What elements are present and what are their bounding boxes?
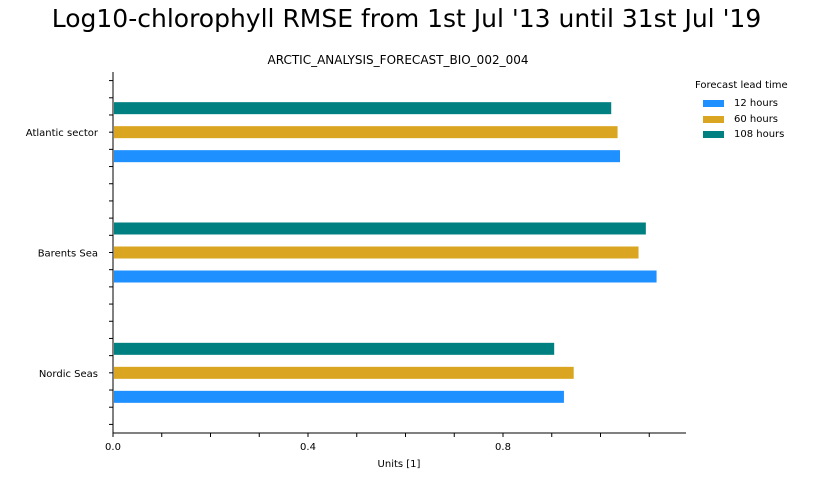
legend: Forecast lead time 12 hours 60 hours 108 h… bbox=[695, 80, 788, 143]
legend-title: Forecast lead time bbox=[695, 80, 788, 91]
bar-atlantic-sector-12-hours bbox=[114, 150, 620, 163]
bar-nordic-seas-12-hours bbox=[114, 390, 564, 403]
x-axis-label: Units [1] bbox=[378, 459, 421, 470]
bar-barents-sea-108-hours bbox=[114, 222, 646, 235]
bar-atlantic-sector-60-hours bbox=[114, 126, 618, 139]
x-tick-label: 0.0 bbox=[105, 442, 121, 453]
legend-label: 108 hours bbox=[734, 129, 785, 141]
legend-swatch bbox=[703, 131, 724, 139]
chart-subtitle: ARCTIC_ANALYSIS_FORECAST_BIO_002_004 bbox=[268, 53, 529, 67]
bar-barents-sea-12-hours bbox=[114, 270, 657, 283]
bar-atlantic-sector-108-hours bbox=[114, 102, 612, 115]
legend-label: 12 hours bbox=[734, 98, 779, 110]
legend-swatch bbox=[703, 100, 724, 108]
legend-item-60-hours: 60 hours bbox=[703, 112, 788, 128]
legend-item-12-hours: 12 hours bbox=[703, 96, 788, 112]
x-tick-label: 0.4 bbox=[300, 442, 316, 453]
chart-title: Log10-chlorophyll RMSE from 1st Jul '13 … bbox=[51, 4, 762, 33]
y-tick-label-nordic-seas: Nordic Seas bbox=[39, 369, 98, 380]
y-tick-label-barents-sea: Barents Sea bbox=[38, 249, 98, 260]
legend-item-108-hours: 108 hours bbox=[703, 127, 788, 143]
legend-label: 60 hours bbox=[734, 113, 779, 125]
bar-barents-sea-60-hours bbox=[114, 246, 639, 259]
bar-nordic-seas-108-hours bbox=[114, 342, 555, 355]
bar-nordic-seas-60-hours bbox=[114, 366, 574, 379]
x-tick-label: 0.8 bbox=[495, 442, 511, 453]
y-tick-label-atlantic-sector: Atlantic sector bbox=[26, 128, 99, 139]
legend-swatch bbox=[703, 115, 724, 123]
